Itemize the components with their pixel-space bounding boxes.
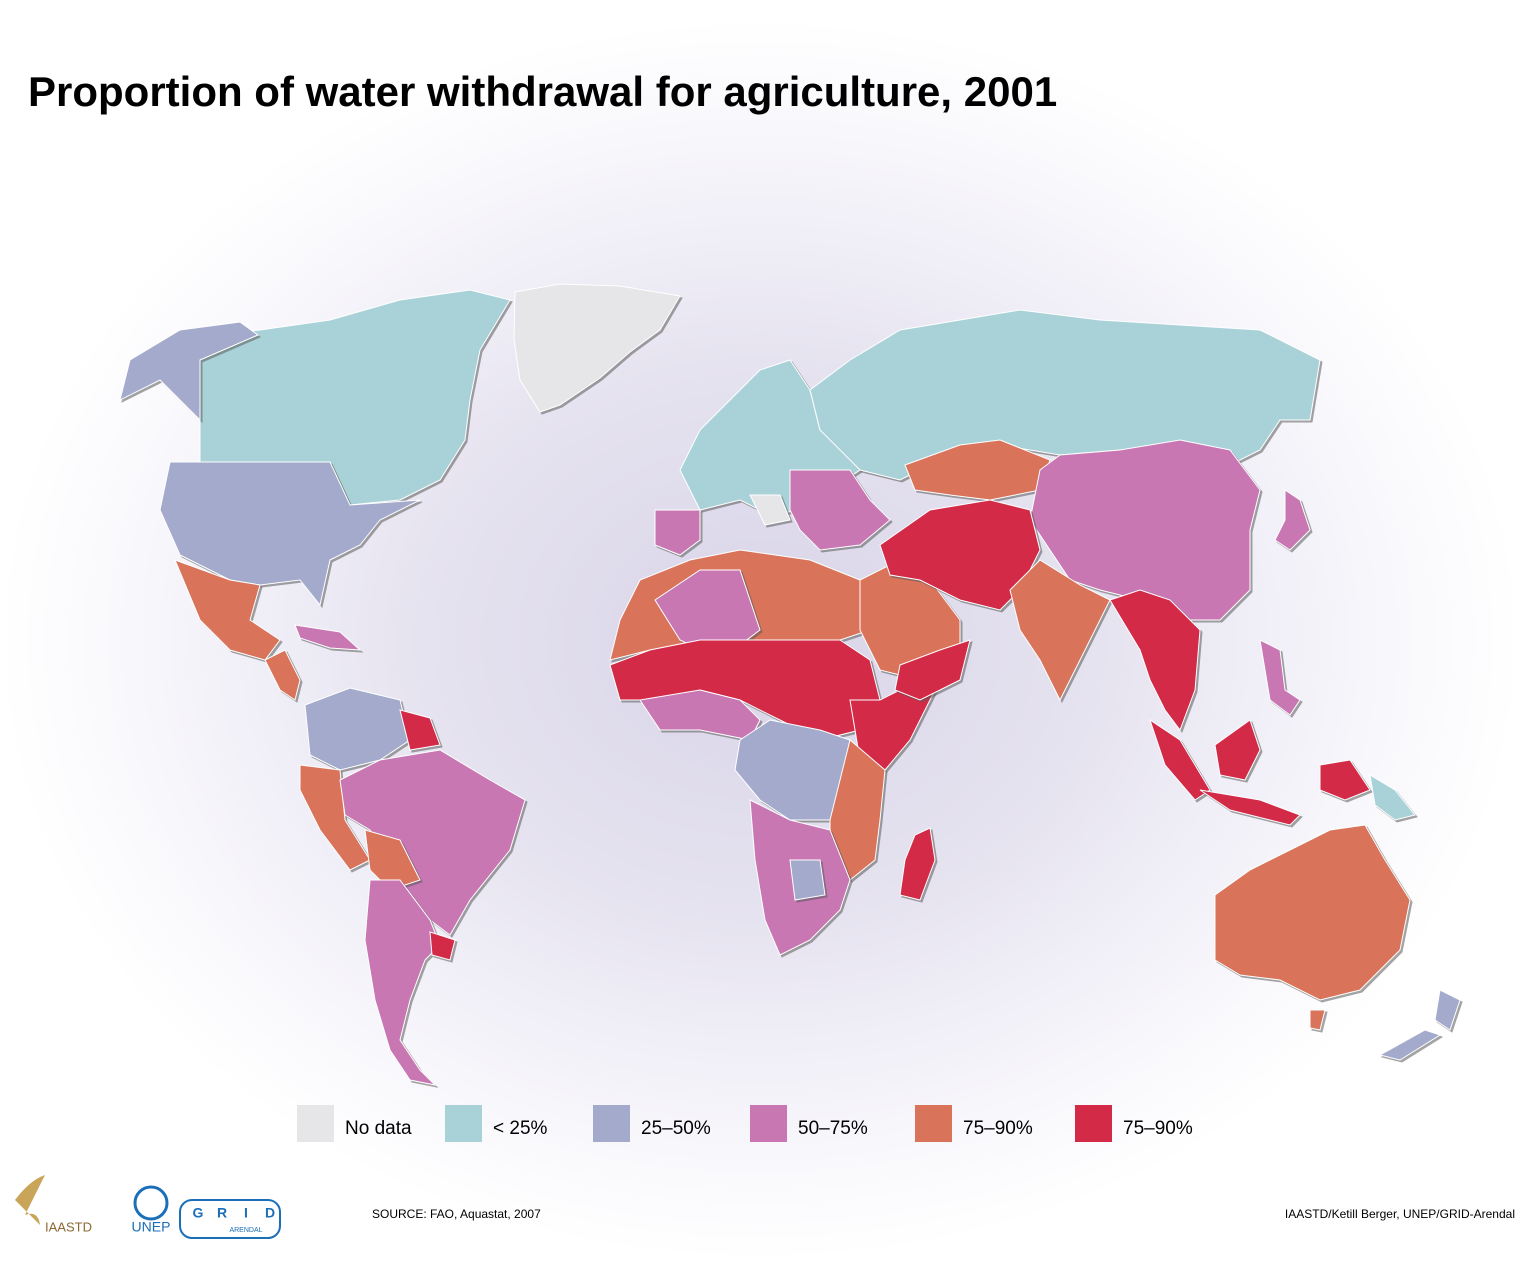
region — [364, 879, 441, 1086]
legend-swatch — [593, 1105, 630, 1142]
region — [899, 827, 936, 901]
region — [339, 749, 526, 936]
legend-swatch — [915, 1105, 952, 1142]
region — [364, 829, 421, 891]
unep-emblem — [133, 1185, 169, 1221]
unep-logo: UNEP — [132, 1185, 171, 1235]
region — [513, 283, 681, 413]
region — [1378, 1029, 1442, 1061]
region — [1259, 639, 1301, 716]
iaastd-logo: IAASTD — [15, 1175, 92, 1234]
grid-frame — [179, 1199, 281, 1239]
grid-letter: G — [193, 1205, 204, 1221]
region — [1319, 759, 1371, 801]
region — [1309, 1009, 1326, 1031]
region — [894, 639, 971, 701]
region — [829, 739, 886, 881]
region — [1199, 789, 1301, 826]
legend-label: 75–90% — [963, 1118, 1033, 1139]
region — [264, 649, 301, 701]
legend: No data < 25% 25–50% 50–75% 75–90% 75–90% — [297, 1105, 1193, 1142]
legend-label: < 25% — [493, 1118, 548, 1139]
wheat-icon — [15, 1175, 45, 1225]
region — [1274, 489, 1311, 551]
region — [159, 461, 421, 607]
region — [1149, 718, 1211, 801]
legend-label: 75–90% — [1123, 1118, 1193, 1139]
legend-swatch — [1075, 1105, 1112, 1142]
grid-letter: D — [265, 1205, 275, 1221]
region — [1214, 719, 1261, 781]
region — [654, 569, 761, 661]
iaastd-text: IAASTD — [45, 1219, 92, 1234]
arendal-text: ARENDAL — [229, 1227, 262, 1234]
source: SOURCE: FAO, Aquastat, 2007 — [372, 1207, 541, 1221]
region — [399, 709, 441, 751]
region — [174, 559, 281, 661]
region — [1009, 559, 1111, 702]
credit: IAASTD/Ketill Berger, UNEP/GRID-Arendal — [1285, 1207, 1515, 1221]
title: Proportion of water withdrawal for agric… — [28, 68, 1057, 115]
region — [1029, 439, 1261, 621]
region — [119, 321, 260, 422]
region — [749, 494, 791, 526]
legend-label: 50–75% — [798, 1118, 868, 1139]
grid-letter: R — [217, 1205, 227, 1221]
grid-letter: I — [244, 1205, 248, 1221]
unep-text: UNEP — [132, 1219, 171, 1235]
region — [299, 764, 371, 871]
region — [1434, 989, 1461, 1031]
region — [789, 859, 826, 901]
legend-swatch — [445, 1105, 482, 1142]
region — [1369, 774, 1416, 821]
region — [1109, 589, 1201, 732]
region — [654, 509, 701, 556]
world-map — [119, 283, 1461, 1086]
region — [294, 624, 362, 651]
region — [304, 687, 411, 771]
region — [429, 931, 456, 961]
legend-swatch — [297, 1105, 334, 1142]
legend-label: No data — [345, 1118, 412, 1139]
legend-swatch — [750, 1105, 787, 1142]
region — [1214, 824, 1411, 1001]
legend-label: 25–50% — [641, 1118, 711, 1139]
region — [789, 469, 891, 551]
